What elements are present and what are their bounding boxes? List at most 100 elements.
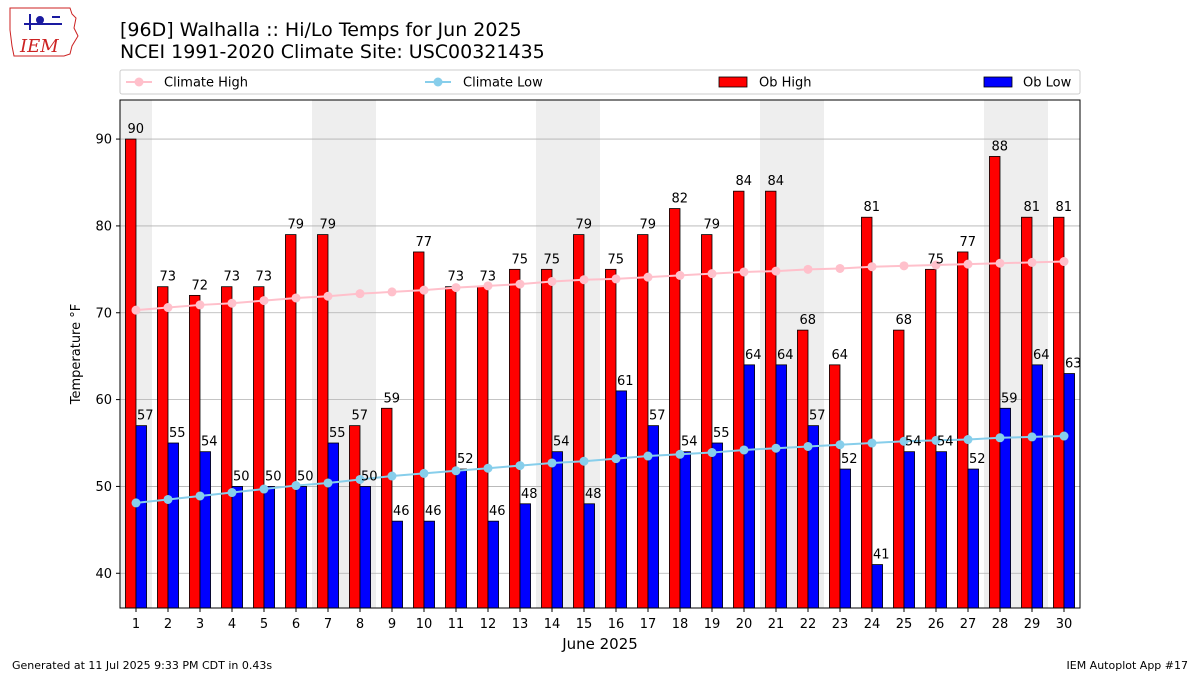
point-climate-high [835,263,845,273]
data-label-ob-low: 57 [137,409,154,424]
bar-ob-low [263,486,275,609]
x-tick-label: 4 [228,617,236,632]
data-label-ob-high: 72 [191,278,208,293]
data-label-ob-low: 46 [425,504,442,519]
x-tick-label: 3 [196,617,204,632]
grid-lines [120,138,1080,574]
bar-ob-low [615,390,627,609]
point-climate-low [867,438,877,448]
point-climate-low [963,435,973,445]
x-tick-label: 20 [736,617,753,632]
point-climate-high [771,266,781,276]
y-tick-label: 90 [95,133,112,148]
data-label-ob-low: 48 [585,487,602,502]
x-tick-label: 27 [960,617,977,632]
point-climate-high [195,300,205,310]
point-climate-high [1059,257,1069,267]
y-tick-label: 50 [95,480,112,495]
data-label-ob-high: 73 [447,270,464,285]
data-label-ob-low: 50 [265,469,282,484]
legend-label-climate-high: Climate High [164,76,248,91]
bar-ob-high [445,286,457,609]
point-climate-high [515,279,525,289]
legend-label-ob-low: Ob Low [1023,76,1072,91]
point-climate-low [483,463,493,473]
data-label-ob-high: 64 [831,348,848,363]
data-label-ob-low: 55 [713,426,730,441]
y-tick-label: 40 [95,567,112,582]
x-tick-label: 22 [800,617,817,632]
point-climate-high [643,272,653,282]
legend-marker [433,77,443,87]
point-climate-low [547,458,557,468]
legend-frame [119,69,1081,95]
x-tick-label: 9 [388,617,396,632]
point-climate-high [547,276,557,286]
bar-ob-low [935,451,947,609]
data-label-ob-low: 46 [489,504,506,519]
bar-ob-low [455,468,467,609]
legend-item-climate-low: Climate Low [425,76,543,91]
bar-ob-low [711,442,723,609]
footer-app: IEM Autoplot App #17 [1067,659,1189,672]
bar-ob-high [381,407,393,609]
point-climate-low [163,494,173,504]
bar-ob-low [519,503,531,609]
chart-subtitle: NCEI 1991-2020 Climate Site: USC00321435 [120,41,545,63]
data-label-ob-high: 68 [895,313,912,328]
data-label-ob-high: 73 [255,270,272,285]
point-climate-low [579,456,589,466]
data-label-ob-high: 57 [351,409,368,424]
data-label-ob-low: 50 [233,469,250,484]
x-tick-label: 14 [544,617,561,632]
data-label-ob-high: 79 [287,218,304,233]
bar-ob-low [1063,373,1075,609]
data-label-ob-high: 75 [607,252,624,267]
bar-ob-high [573,234,585,609]
bar-ob-high [1053,216,1065,609]
point-climate-high [163,303,173,313]
x-tick-label: 13 [512,617,529,632]
x-tick-label: 8 [356,617,364,632]
point-climate-low [803,441,813,451]
bar-ob-high [957,251,969,609]
data-label-ob-low: 63 [1065,357,1082,372]
x-tick-label: 6 [292,617,300,632]
point-climate-high [675,270,685,280]
data-label-ob-low: 54 [681,435,698,450]
data-label-ob-high: 73 [159,270,176,285]
point-climate-low [771,443,781,453]
data-label-ob-high: 79 [319,218,336,233]
x-tick-label: 2 [164,617,172,632]
point-climate-high [963,259,973,269]
x-tick-label: 26 [928,617,945,632]
bar-ob-low [295,486,307,609]
y-tick-label: 60 [95,393,112,408]
legend: Climate High Climate Low Ob High Ob Low [119,69,1081,95]
bar-ob-high [189,294,201,609]
data-label-ob-low: 57 [649,409,666,424]
data-label-ob-high: 79 [703,218,720,233]
bar-ob-low [839,468,851,609]
x-tick-label: 23 [832,617,849,632]
point-climate-low [451,466,461,476]
y-tick-label: 70 [95,306,112,321]
point-climate-high [867,262,877,272]
point-climate-low [931,435,941,445]
bar-ob-high [541,268,553,609]
chart-title: [96D] Walhalla :: Hi/Lo Temps for Jun 20… [120,19,522,41]
bar-ob-high [349,425,361,609]
bar-ob-high [221,286,233,609]
data-label-ob-low: 52 [969,452,986,467]
bar-ob-low [359,486,371,609]
data-label-ob-high: 84 [735,174,752,189]
point-climate-low [195,491,205,501]
line-climate-high [135,260,1065,312]
data-label-ob-low: 48 [521,487,538,502]
data-label-ob-low: 50 [361,469,378,484]
data-labels: 90 73 72 73 73 79 79 57 59 77 73 73 75 75 79 75 79 82 79 84… [127,122,1081,563]
bar-ob-high [637,234,649,609]
data-label-ob-low: 41 [873,548,890,563]
data-label-ob-low: 55 [329,426,346,441]
